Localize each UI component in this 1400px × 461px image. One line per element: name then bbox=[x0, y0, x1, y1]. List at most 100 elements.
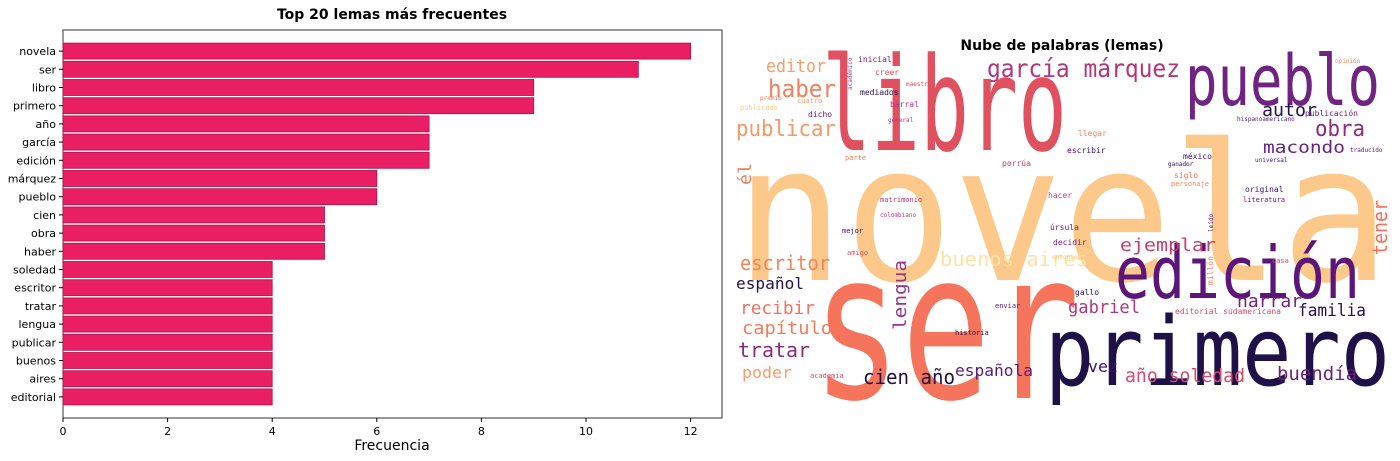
cloud-word: llegar bbox=[1078, 129, 1107, 138]
bar bbox=[62, 242, 325, 260]
cloud-word: mejor bbox=[842, 227, 863, 235]
cloud-word: publicar bbox=[736, 117, 836, 142]
cloud-word: recibir bbox=[740, 298, 815, 319]
bar bbox=[62, 133, 430, 151]
y-tick-label: editorial bbox=[11, 391, 56, 404]
cloud-word: leído bbox=[1208, 214, 1215, 232]
cloud-word: él bbox=[735, 163, 756, 185]
cloud-word: escritor bbox=[740, 251, 830, 275]
bar bbox=[62, 79, 535, 96]
cloud-word: entonces bbox=[1052, 254, 1081, 261]
y-tick-label: libro bbox=[32, 82, 56, 95]
y-tick-label: garcía bbox=[22, 136, 56, 149]
cloud-word: vez bbox=[1088, 357, 1118, 376]
cloud-word: mediados bbox=[860, 88, 899, 97]
cloud-word: méxico bbox=[1183, 151, 1212, 161]
y-tick-label: buenos bbox=[16, 355, 56, 368]
cloud-word: edición bbox=[1115, 231, 1360, 315]
x-tick-label: 8 bbox=[478, 425, 485, 438]
y-tick-label: primero bbox=[13, 100, 56, 113]
cloud-word: casa bbox=[1272, 257, 1289, 265]
y-tick-label: escritor bbox=[14, 282, 56, 295]
cloud-word: parte bbox=[845, 154, 866, 162]
bar bbox=[62, 115, 430, 133]
cloud-word: macondo bbox=[1263, 138, 1345, 158]
y-tick-label: novela bbox=[19, 45, 56, 58]
cloud-word: narrar bbox=[1237, 291, 1302, 312]
y-tick-label: pueblo bbox=[19, 191, 57, 204]
y-tick-label: soledad bbox=[13, 264, 56, 277]
y-tick-label: haber bbox=[24, 245, 56, 258]
cloud-word: tener bbox=[1368, 200, 1392, 255]
bar bbox=[62, 261, 273, 278]
cloud-word: haber bbox=[768, 75, 836, 103]
cloud-word: obra bbox=[1315, 117, 1365, 142]
cloud-word: literatura bbox=[1243, 196, 1285, 204]
y-tick-label: edición bbox=[16, 154, 56, 167]
cloud-word: tratar bbox=[738, 338, 810, 362]
cloud-word: lengua bbox=[890, 260, 911, 330]
y-tick-label: lengua bbox=[19, 318, 57, 331]
y-tick-label: cien bbox=[33, 209, 56, 222]
cloud-word: amigo bbox=[847, 249, 868, 257]
cloud-word: cien año bbox=[863, 365, 955, 389]
cloud-word: original bbox=[1245, 185, 1284, 194]
cloud-word: dicho bbox=[808, 110, 832, 119]
cloud-word: traducido bbox=[1350, 147, 1383, 154]
cloud-word: autor bbox=[1262, 100, 1317, 121]
cloud-word: poder bbox=[742, 363, 792, 382]
cloud-word: año soledad bbox=[1125, 365, 1245, 387]
bar bbox=[62, 315, 273, 333]
plot-frame bbox=[62, 29, 723, 419]
bar bbox=[62, 151, 430, 169]
x-axis-label: Frecuencia bbox=[354, 438, 429, 454]
y-tick-label: publicar bbox=[12, 336, 57, 349]
cloud-word: publicación bbox=[1305, 108, 1358, 118]
cloud-word: garcía márquez bbox=[987, 54, 1180, 83]
cloud-word: cuatro bbox=[797, 97, 822, 105]
cloud-word: gallo bbox=[1075, 288, 1099, 297]
bar bbox=[62, 279, 273, 297]
cloud-word: opinión bbox=[1335, 58, 1361, 65]
cloud-word: escribir bbox=[1067, 146, 1106, 155]
cloud-word: decidir bbox=[1053, 238, 1087, 247]
cloud-word: úrsula bbox=[1050, 223, 1079, 232]
bar bbox=[62, 297, 273, 315]
x-tick-label: 2 bbox=[164, 425, 171, 438]
cloud-word: libro bbox=[822, 29, 1067, 181]
cloud-word: académico bbox=[847, 57, 854, 90]
cloud-word: ejemplar bbox=[1120, 235, 1216, 256]
y-tick-label: márquez bbox=[8, 173, 57, 186]
cloud-word: novela bbox=[735, 104, 1390, 325]
cloud-word: capítulo bbox=[742, 318, 832, 339]
wordcloud-title: Nube de palabras (lemas) bbox=[960, 38, 1163, 54]
bar bbox=[62, 188, 378, 206]
cloud-word: hispanoamericano bbox=[1237, 116, 1295, 123]
cloud-word: millón bbox=[1205, 256, 1215, 285]
cloud-word: porrúa bbox=[1002, 159, 1031, 168]
cloud-word: buendía bbox=[1277, 363, 1357, 385]
cloud-word: primero bbox=[1045, 298, 1390, 408]
y-tick-label: aires bbox=[29, 373, 56, 386]
cloud-word: ganador bbox=[1168, 161, 1194, 168]
cloud-word: ser bbox=[812, 209, 1080, 447]
bar bbox=[62, 170, 378, 187]
cloud-word: buenos aires bbox=[940, 247, 1088, 271]
bar bbox=[62, 97, 535, 115]
x-tick-label: 12 bbox=[684, 425, 698, 438]
cloud-word: historia bbox=[955, 329, 989, 337]
cloud-word: universal bbox=[1255, 157, 1288, 164]
bar bbox=[62, 333, 273, 351]
bar bbox=[62, 224, 325, 242]
cloud-word: matrimonio bbox=[880, 196, 922, 204]
cloud-word: enviar bbox=[995, 302, 1020, 310]
cloud-word: editor bbox=[766, 56, 826, 77]
x-tick-label: 4 bbox=[269, 425, 276, 438]
cloud-word: gabriel bbox=[1068, 297, 1140, 318]
cloud-word: inicial bbox=[858, 55, 892, 64]
bar bbox=[62, 206, 325, 224]
y-tick-label: obra bbox=[31, 227, 56, 240]
y-tick-label: tratar bbox=[25, 300, 57, 313]
